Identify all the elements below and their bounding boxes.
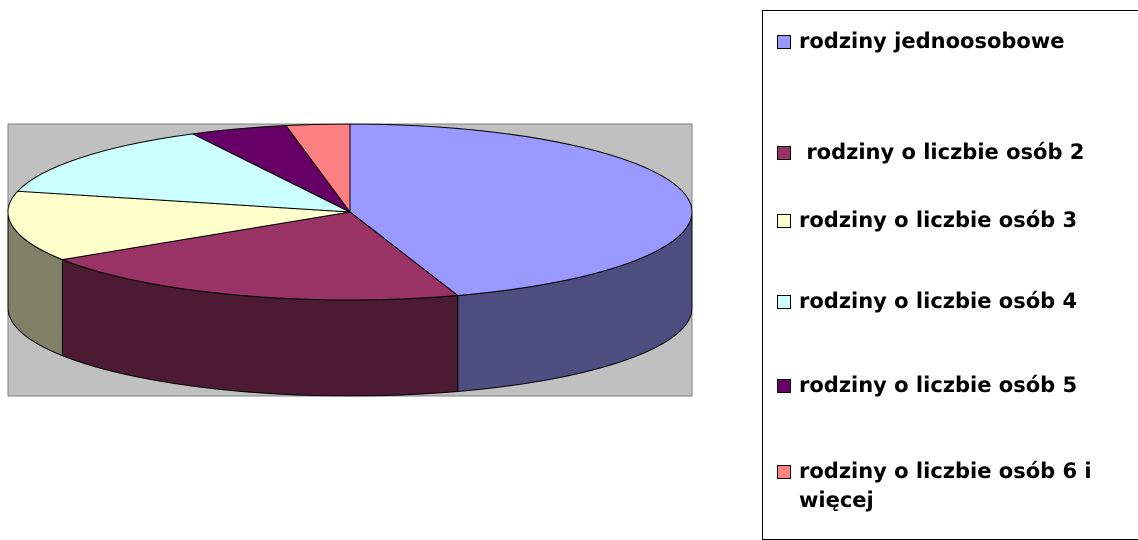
pie-slice [7,190,351,261]
legend: rodziny jednoosobowe rodziny o liczbie o… [762,10,1138,540]
legend-label: rodziny o liczbie osób 5 [799,373,1078,397]
pie-slice [284,123,351,214]
legend-item: rodziny o liczbie osób 6 i więcej [777,457,1137,515]
pie-tops [7,123,693,301]
legend-item: rodziny o liczbie osób 2 [777,138,1137,167]
legend-swatch [777,295,791,309]
legend-swatch [777,379,791,393]
pie-slice [349,123,693,297]
pie-sides [7,211,693,397]
legend-swatch [777,146,791,160]
legend-swatch [777,35,791,49]
legend-swatch [777,465,791,479]
legend-label: rodziny o liczbie osób 4 [799,289,1078,313]
legend-item: rodziny o liczbie osób 5 [777,371,1137,400]
legend-label: rodziny o liczbie osób 3 [799,208,1078,232]
legend-swatch [777,214,791,228]
legend-item: rodziny jednoosobowe [777,27,1137,56]
legend-item: rodziny o liczbie osób 4 [777,287,1137,316]
pie-slice [16,133,351,213]
pie-chart [7,123,693,397]
legend-label: rodziny jednoosobowe [799,29,1065,53]
pie-slice [60,211,460,301]
legend-item: rodziny o liczbie osób 3 [777,206,1137,235]
legend-label: rodziny o liczbie osób 2 [799,140,1085,164]
legend-label: rodziny o liczbie osób 6 i więcej [799,459,1092,512]
